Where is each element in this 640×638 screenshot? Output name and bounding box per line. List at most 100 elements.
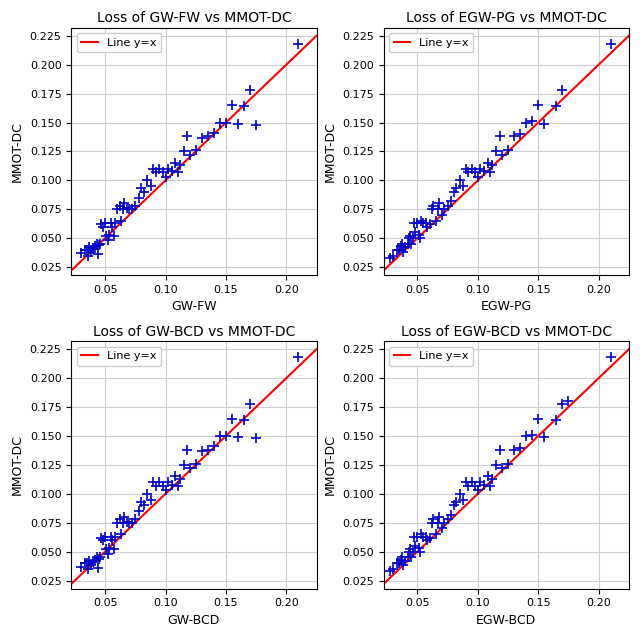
Point <box>527 429 538 440</box>
Point <box>146 494 156 505</box>
Point <box>479 166 489 176</box>
Point <box>394 558 404 568</box>
Point <box>475 164 485 174</box>
Legend: Line y=x: Line y=x <box>77 33 161 52</box>
Point <box>400 556 410 566</box>
Point <box>233 119 243 129</box>
Point <box>415 233 425 243</box>
Point <box>239 415 249 425</box>
Point <box>83 564 93 574</box>
Point <box>433 204 443 214</box>
Point <box>106 218 116 228</box>
Point <box>150 167 161 177</box>
Point <box>449 500 459 510</box>
Point <box>251 120 261 130</box>
Point <box>454 489 465 499</box>
Point <box>154 164 164 174</box>
Point <box>139 187 149 197</box>
Point <box>233 432 243 442</box>
X-axis label: GW-FW: GW-FW <box>171 300 217 313</box>
Point <box>90 241 100 251</box>
Y-axis label: MMOT-DC: MMOT-DC <box>323 121 337 182</box>
Point <box>158 167 168 177</box>
Point <box>118 204 129 214</box>
Point <box>166 479 177 489</box>
Point <box>409 531 419 542</box>
Point <box>148 477 159 487</box>
Point <box>86 560 96 570</box>
Point <box>563 396 573 406</box>
Point <box>142 489 152 499</box>
Point <box>497 463 507 473</box>
Point <box>179 146 189 156</box>
Point <box>485 167 495 177</box>
Point <box>416 529 426 539</box>
Point <box>406 239 417 249</box>
Point <box>82 558 92 568</box>
Point <box>108 535 118 545</box>
Point <box>100 218 110 228</box>
Point <box>392 244 402 255</box>
Point <box>172 480 182 491</box>
Point <box>495 131 505 142</box>
Point <box>527 116 538 126</box>
Point <box>115 514 125 524</box>
Point <box>398 247 408 257</box>
Point <box>416 216 426 226</box>
Point <box>95 239 106 249</box>
Point <box>428 514 438 524</box>
Point <box>122 203 132 213</box>
Point <box>179 460 189 470</box>
Point <box>97 535 108 545</box>
Point <box>410 541 420 551</box>
Point <box>470 480 481 491</box>
Point <box>487 473 497 484</box>
Point <box>119 512 129 522</box>
Point <box>463 480 474 491</box>
Point <box>392 558 402 568</box>
Point <box>215 117 225 128</box>
Point <box>467 477 477 487</box>
Point <box>431 529 441 539</box>
Point <box>163 164 173 174</box>
Point <box>136 497 147 507</box>
Point <box>221 431 231 441</box>
Point <box>413 230 424 240</box>
Point <box>398 560 408 570</box>
Point <box>396 241 406 251</box>
Point <box>428 201 438 211</box>
Point <box>158 480 168 491</box>
Title: Loss of EGW-BCD vs MMOT-DC: Loss of EGW-BCD vs MMOT-DC <box>401 325 612 339</box>
Point <box>175 473 185 484</box>
Point <box>102 235 113 246</box>
Point <box>509 131 519 142</box>
Point <box>84 242 95 253</box>
Legend: Line y=x: Line y=x <box>389 346 473 366</box>
Point <box>396 554 406 565</box>
Point <box>446 196 456 206</box>
Point <box>406 553 417 563</box>
Title: Loss of GW-BCD vs MMOT-DC: Loss of GW-BCD vs MMOT-DC <box>93 325 295 339</box>
Point <box>245 85 255 95</box>
Point <box>404 547 414 557</box>
Point <box>420 218 431 228</box>
Point <box>439 517 449 528</box>
Point <box>412 531 422 542</box>
Point <box>427 204 437 214</box>
Point <box>473 486 483 496</box>
Point <box>115 201 125 211</box>
Point <box>116 529 126 539</box>
Point <box>403 239 413 249</box>
Point <box>101 544 111 554</box>
Point <box>118 517 129 528</box>
Point <box>215 431 225 441</box>
Point <box>385 566 395 576</box>
Point <box>109 531 120 542</box>
Point <box>221 117 231 128</box>
Point <box>88 244 98 254</box>
Point <box>191 145 201 156</box>
Point <box>100 531 110 542</box>
Point <box>458 181 468 191</box>
Point <box>420 531 431 542</box>
Point <box>161 486 171 496</box>
